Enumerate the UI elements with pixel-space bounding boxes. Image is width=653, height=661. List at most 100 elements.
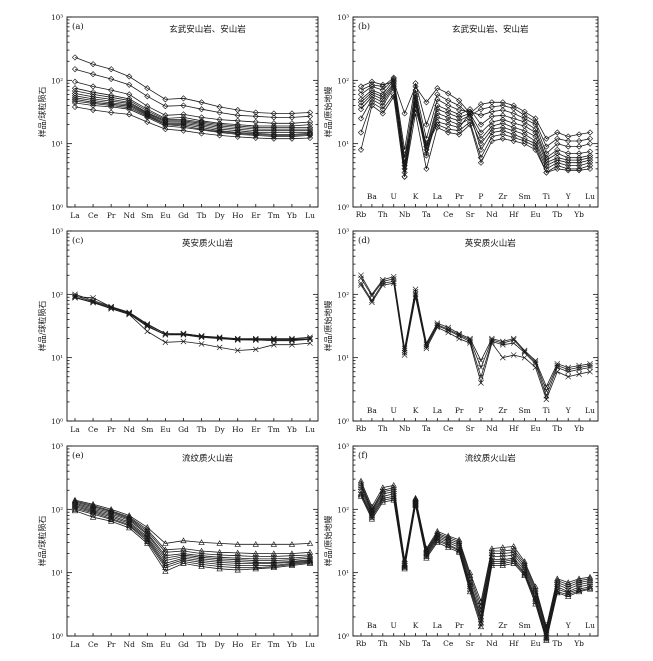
triangle-marker	[357, 484, 365, 491]
triangle-marker	[401, 564, 408, 571]
triangle-marker	[554, 585, 561, 592]
diamond-marker	[576, 150, 583, 157]
x-tick-label: Ho	[232, 425, 244, 434]
diamond-marker	[71, 103, 79, 111]
diamond-marker	[126, 81, 133, 88]
diamond-marker	[412, 110, 419, 117]
x-tick-label: Nb	[399, 210, 411, 219]
diamond-marker	[306, 130, 314, 137]
series-line	[360, 95, 591, 177]
diamond-marker	[368, 102, 375, 109]
diamond-marker	[252, 131, 259, 138]
cross-marker	[271, 341, 277, 348]
cross-marker	[390, 276, 397, 282]
x-tick-label: Pr	[455, 192, 464, 201]
diamond-marker	[357, 99, 365, 106]
series-line	[74, 99, 311, 135]
triangle-marker	[126, 518, 133, 525]
triangle-marker	[488, 547, 496, 554]
series-11	[71, 99, 314, 140]
triangle-marker	[532, 600, 539, 607]
triangle-marker	[252, 565, 259, 572]
triangle-marker	[198, 563, 205, 569]
cross-marker	[412, 288, 419, 295]
series-5	[72, 295, 313, 354]
series-line	[74, 501, 311, 557]
diamond-marker	[499, 120, 506, 127]
diamond-marker	[423, 143, 430, 150]
x-tick-label: K	[413, 406, 419, 415]
diamond-marker	[108, 109, 115, 116]
x-tick-label: Nb	[399, 424, 411, 433]
x-tick-label: Eu	[530, 639, 540, 648]
plot-frame	[352, 16, 599, 208]
triangle-marker	[586, 583, 594, 590]
cross-marker	[510, 352, 517, 358]
diamond-marker	[198, 126, 205, 133]
x-tick-label: Tm	[268, 640, 280, 649]
diamond-marker	[306, 131, 314, 138]
cross-marker	[554, 364, 561, 371]
cross-marker	[532, 359, 539, 365]
cross-marker	[234, 347, 241, 354]
diamond-marker	[499, 135, 506, 142]
y-axis-title: 样品/原始地幔	[323, 516, 333, 567]
diamond-marker	[412, 96, 419, 103]
diamond-marker	[532, 143, 539, 150]
diamond-marker	[576, 167, 583, 174]
diamond-marker	[565, 150, 572, 157]
x-tick-label: Ho	[232, 640, 244, 649]
triangle-marker	[288, 541, 296, 547]
series-10	[71, 507, 314, 574]
triangle-marker	[554, 589, 561, 596]
diamond-marker	[477, 129, 485, 136]
cross-marker	[198, 333, 205, 340]
diamond-marker	[71, 66, 79, 73]
diamond-marker	[357, 146, 365, 153]
x-tick-label: Nd	[124, 425, 136, 434]
x-tick-label: Eu	[530, 210, 540, 219]
diamond-marker	[499, 112, 506, 119]
series-3	[358, 278, 593, 399]
diamond-marker	[499, 99, 506, 106]
x-tick-label: Yb	[286, 425, 297, 434]
diamond-marker	[488, 129, 495, 136]
cross-marker	[543, 383, 550, 390]
cross-marker	[521, 348, 528, 355]
panel-f: 10⁰10¹10²10³RbBaThUNbKTaLaCePrSrPNdZrHfS…	[323, 443, 599, 648]
x-tick-label: Pr	[107, 211, 116, 220]
y-tick-label: 10³	[337, 443, 349, 451]
x-tick-label: Ba	[367, 621, 378, 630]
cross-marker	[216, 344, 223, 351]
x-tick-label: Lu	[585, 406, 595, 415]
series-line	[74, 293, 311, 340]
diamond-marker	[586, 148, 594, 155]
x-tick-label: Er	[251, 211, 260, 220]
triangle-marker	[108, 516, 115, 522]
triangle-marker	[357, 493, 365, 499]
x-tick-label: Y	[565, 406, 572, 415]
x-tick-label: Ti	[543, 406, 551, 415]
diamond-marker	[488, 122, 495, 130]
diamond-marker	[252, 122, 259, 130]
cross-marker	[358, 282, 364, 288]
triangle-marker	[543, 637, 550, 643]
x-tick-label: Zr	[498, 192, 507, 201]
cross-marker	[234, 337, 241, 343]
x-tick-label: Th	[378, 639, 388, 648]
diamond-marker	[180, 95, 187, 102]
diamond-marker	[510, 131, 517, 138]
diamond-marker	[108, 98, 115, 105]
triangle-marker	[521, 572, 528, 578]
series-4	[72, 294, 313, 344]
diamond-marker	[488, 126, 495, 133]
diamond-marker	[180, 102, 187, 109]
series-line	[74, 57, 311, 114]
diamond-marker	[466, 106, 474, 113]
cross-marker	[565, 373, 572, 380]
diamond-marker	[565, 165, 572, 172]
diamond-marker	[216, 109, 223, 116]
x-tick-label: Sr	[466, 210, 475, 219]
cross-marker	[144, 323, 151, 330]
x-tick-label: Eu	[530, 424, 540, 433]
